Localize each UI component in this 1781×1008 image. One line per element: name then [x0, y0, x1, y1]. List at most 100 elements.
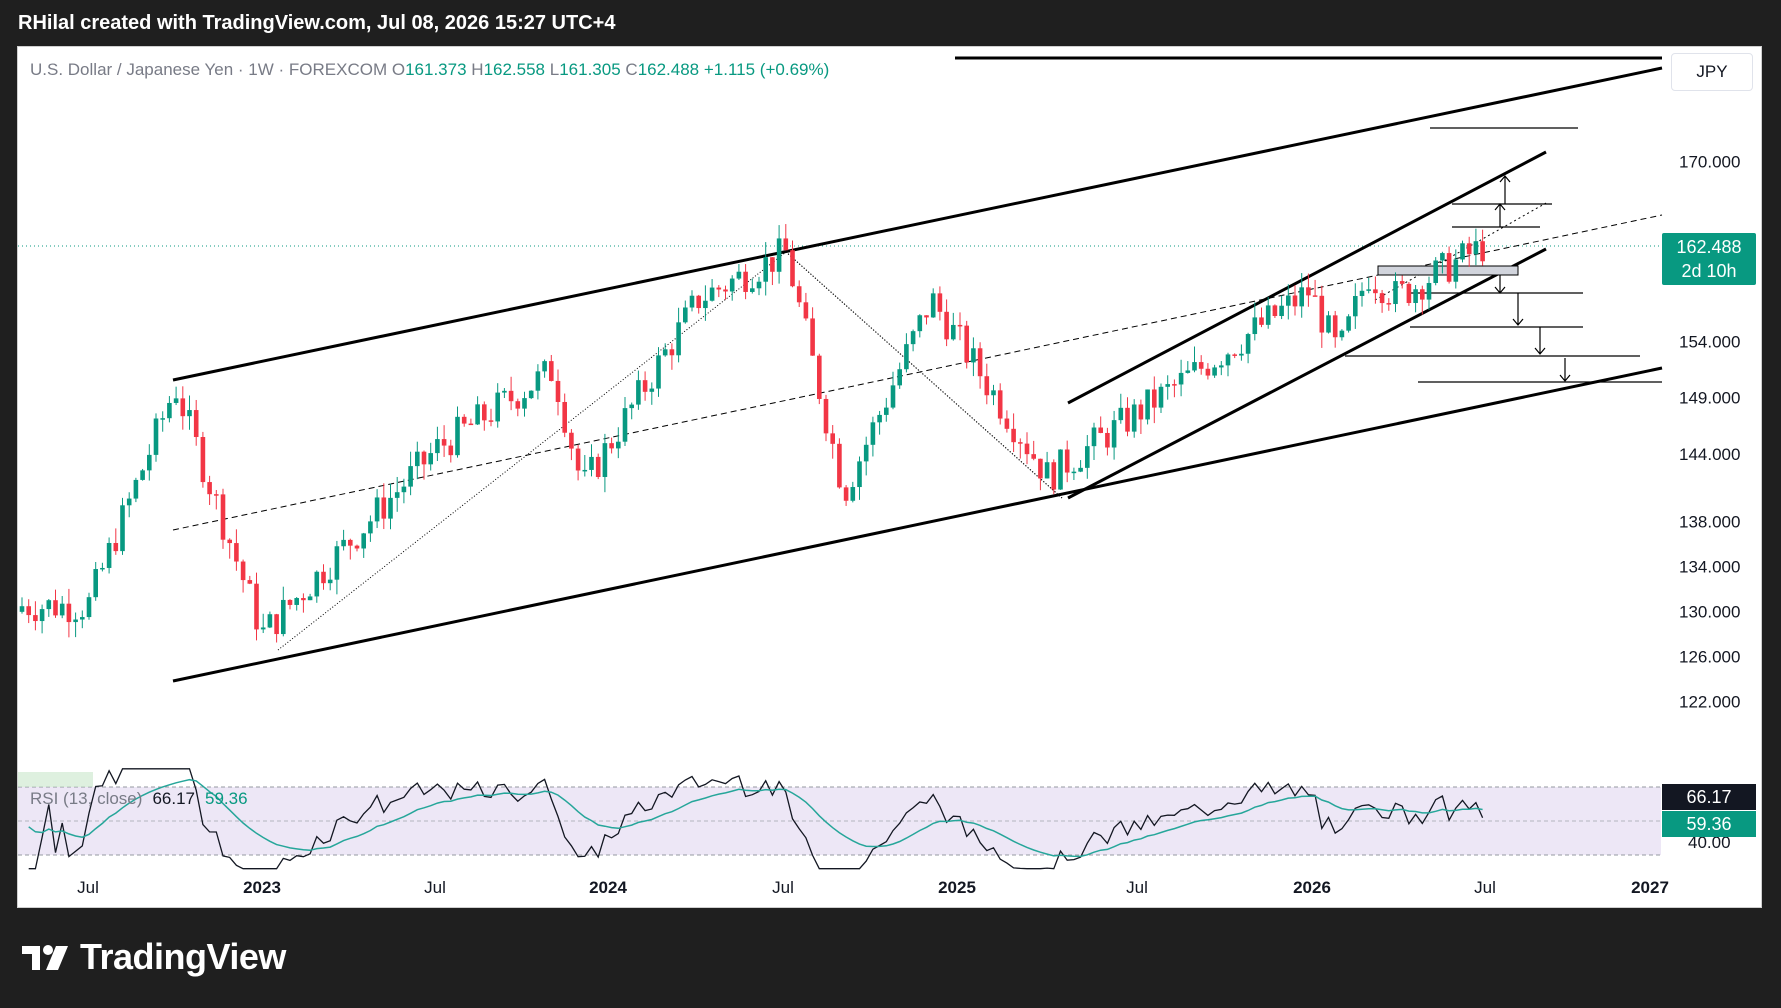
- candle-body: [555, 380, 561, 402]
- y-tick-label: 154.000: [1679, 332, 1740, 351]
- time-axis[interactable]: Jul 2023 Jul 2024 Jul 2025 Jul 2026 Jul 2027: [77, 878, 1669, 897]
- candle-body: [314, 571, 320, 597]
- candle-body: [1460, 243, 1465, 260]
- top-caption-bar: RHilal created with TradingView.com, Jul…: [0, 0, 1781, 46]
- candle-body: [1145, 389, 1150, 420]
- candle-body: [227, 539, 232, 544]
- currency-button[interactable]: JPY: [1671, 53, 1753, 91]
- candle-body: [26, 606, 31, 616]
- candle-body: [1265, 305, 1271, 325]
- candle-body: [676, 322, 681, 356]
- candle-body: [1433, 260, 1438, 283]
- candle-body: [609, 443, 614, 449]
- candle-body: [1198, 362, 1204, 369]
- candle-body: [441, 439, 447, 446]
- candle-body: [173, 398, 179, 403]
- candle-body: [1225, 354, 1231, 366]
- candle-body: [629, 404, 634, 409]
- candle-body: [703, 300, 708, 309]
- candle-body: [361, 533, 366, 549]
- channel-upper-line[interactable]: [172, 66, 1663, 382]
- candle-body: [1232, 354, 1237, 356]
- zigzag-dotted-line[interactable]: [277, 251, 1063, 651]
- candle-body: [569, 432, 574, 449]
- x-tick-label: 2026: [1293, 878, 1331, 897]
- bar-countdown: 2d 10h: [1681, 261, 1737, 281]
- candle-body: [160, 418, 165, 420]
- candle-body: [575, 448, 581, 471]
- candle-body: [321, 571, 326, 584]
- candle-body: [193, 410, 199, 438]
- y-tick-label: 126.000: [1679, 647, 1740, 666]
- candle-body: [19, 606, 25, 612]
- candle-body: [240, 561, 246, 581]
- candle-body: [616, 441, 621, 449]
- tradingview-logo[interactable]: TradingView: [20, 936, 286, 978]
- candle-body: [770, 257, 775, 272]
- candle-body: [1252, 317, 1258, 335]
- price-axis[interactable]: 170.000 154.000 149.000 144.000 138.000 134.0…: [1679, 152, 1740, 711]
- target-lines: [1345, 127, 1662, 383]
- candle-body: [977, 348, 983, 377]
- y-tick-label: 130.000: [1679, 602, 1740, 621]
- candle-body: [234, 543, 239, 562]
- candle-body: [254, 583, 259, 630]
- candle-body: [301, 598, 306, 601]
- candle-body: [696, 295, 701, 309]
- candle-body: [80, 617, 85, 620]
- candle-body: [1078, 467, 1083, 472]
- symbol-legend[interactable]: U.S. Dollar / Japanese Yen · 1W · FOREXC…: [30, 60, 829, 80]
- rsi-legend[interactable]: RSI (13, close) 66.17 59.36: [30, 789, 248, 809]
- candle-body: [937, 293, 943, 312]
- rsi-value-tag: 66.17: [1662, 784, 1756, 810]
- candle-body: [669, 349, 675, 356]
- candle-body: [1373, 289, 1378, 294]
- candle-body: [984, 376, 990, 396]
- brand-name: TradingView: [80, 936, 286, 977]
- candle-body: [448, 445, 454, 456]
- y-tick-label: 122.000: [1679, 692, 1740, 711]
- candle-body: [1004, 418, 1010, 429]
- candle-body: [200, 437, 206, 483]
- candle-body: [756, 281, 762, 289]
- candle-body: [1420, 289, 1425, 300]
- candle-body: [1319, 295, 1325, 333]
- rsi-lower-tick: 40.00: [1688, 833, 1731, 852]
- caption-text: RHilal created with TradingView.com, Jul…: [18, 12, 616, 34]
- candle-body: [334, 546, 340, 580]
- candle-body: [100, 567, 105, 570]
- candle-body: [468, 423, 474, 426]
- candle-body: [1413, 289, 1418, 304]
- candle-body: [957, 324, 963, 327]
- candle-body: [1312, 295, 1318, 297]
- candle-body: [1239, 353, 1244, 356]
- rising-channel-upper[interactable]: [1067, 150, 1547, 405]
- candle-body: [1219, 365, 1224, 368]
- candle-body: [374, 497, 380, 522]
- x-tick-label: 2023: [243, 878, 281, 897]
- candle-body: [602, 443, 608, 477]
- candle-body: [535, 371, 541, 391]
- mid-dashed-line[interactable]: [172, 214, 1663, 531]
- candle-body: [1480, 241, 1485, 262]
- candle-body: [180, 398, 186, 417]
- open-label: O: [391, 60, 406, 79]
- candle-body: [388, 497, 393, 519]
- candle-body: [368, 521, 373, 534]
- zigzag-dotted-line-2[interactable]: [785, 251, 1063, 499]
- channel-lower-line[interactable]: [172, 366, 1663, 683]
- candle-body: [294, 598, 299, 605]
- rising-channel-lower[interactable]: [1067, 247, 1547, 500]
- candle-body: [354, 545, 360, 549]
- x-tick-label: Jul: [1474, 878, 1496, 897]
- candles-group: [19, 224, 1485, 643]
- candle-body: [736, 271, 742, 279]
- candle-body: [1399, 281, 1405, 284]
- candle-body: [997, 390, 1003, 419]
- candle-body: [1064, 449, 1070, 473]
- candle-body: [435, 439, 440, 454]
- candle-body: [1379, 293, 1385, 304]
- candle-body: [1051, 462, 1057, 490]
- high-value: 162.558: [483, 60, 546, 79]
